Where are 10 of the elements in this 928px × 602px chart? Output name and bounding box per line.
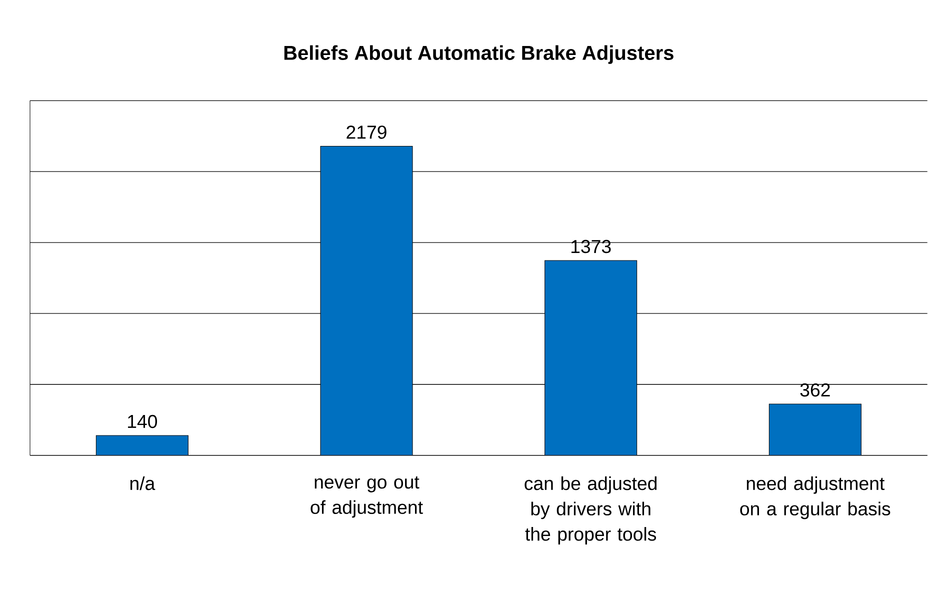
data-label: 1373 [571, 240, 611, 254]
chart-title: Beliefs About Automatic Brake Adjusters [284, 45, 674, 64]
x-tick-label: can be adjusted by drivers with the proper tools [524, 476, 657, 544]
bar [96, 435, 188, 456]
bar [768, 404, 862, 456]
x-tick-label: never go out of adjustment [310, 476, 423, 518]
x-tick-label: n/a [130, 476, 156, 490]
x-tick-label: need adjustment on a regular basis [740, 476, 890, 520]
data-label: 140 [128, 414, 158, 428]
data-label: 2179 [346, 126, 386, 139]
